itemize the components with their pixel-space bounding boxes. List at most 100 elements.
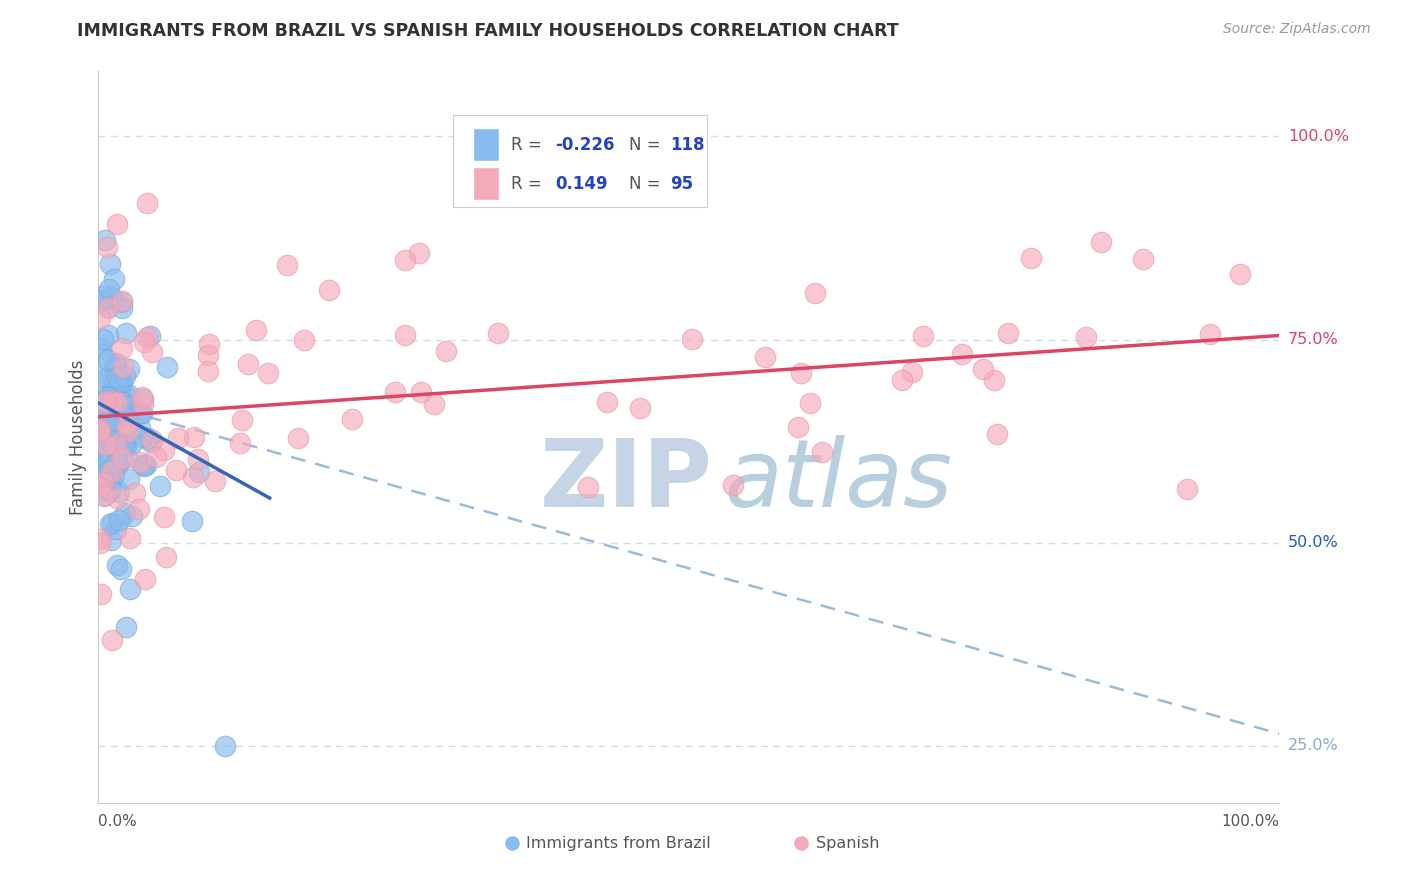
Text: Spanish: Spanish xyxy=(817,836,880,851)
Point xyxy=(434,343,457,358)
Point xyxy=(132,335,155,350)
Point xyxy=(997,326,1019,341)
Point xyxy=(89,311,111,326)
Point xyxy=(89,420,111,434)
Point xyxy=(754,351,776,365)
Point xyxy=(110,301,132,315)
Point xyxy=(105,404,128,418)
Point xyxy=(986,427,1008,442)
Text: 0.149: 0.149 xyxy=(555,175,609,193)
Point xyxy=(97,328,120,343)
Text: 75.0%: 75.0% xyxy=(1288,332,1339,347)
Point xyxy=(155,549,177,564)
Point xyxy=(118,362,141,376)
Point xyxy=(128,454,150,468)
Point xyxy=(103,468,125,483)
Point xyxy=(114,326,136,340)
Point xyxy=(891,373,914,387)
Point xyxy=(214,739,236,753)
Text: Immigrants from Brazil: Immigrants from Brazil xyxy=(526,836,710,851)
Point xyxy=(110,375,132,389)
Point xyxy=(90,479,112,493)
Point xyxy=(117,408,139,422)
Text: N =: N = xyxy=(628,175,661,193)
Point xyxy=(132,397,155,411)
Point xyxy=(103,392,125,406)
Point xyxy=(96,457,118,471)
Point xyxy=(1132,252,1154,266)
Point xyxy=(120,582,142,596)
Point xyxy=(105,491,128,506)
Point xyxy=(103,272,125,286)
Point xyxy=(97,393,120,408)
Text: 100.0%: 100.0% xyxy=(1288,128,1348,144)
Point xyxy=(287,431,309,445)
Point xyxy=(89,401,111,415)
Point xyxy=(94,392,117,407)
Text: 25.0%: 25.0% xyxy=(1288,739,1339,754)
Point xyxy=(197,348,219,362)
Point xyxy=(89,425,111,439)
Point xyxy=(115,425,138,439)
Point xyxy=(104,522,127,536)
Point xyxy=(340,412,363,426)
Point xyxy=(141,434,163,449)
Point xyxy=(204,474,226,488)
Point xyxy=(134,573,156,587)
Point xyxy=(105,558,128,573)
Point xyxy=(107,414,129,428)
Point xyxy=(135,196,157,211)
Point xyxy=(167,431,190,445)
Point xyxy=(110,379,132,393)
Point xyxy=(93,488,115,502)
Point xyxy=(97,450,120,464)
Point xyxy=(292,333,315,347)
Point xyxy=(115,450,138,465)
Point xyxy=(787,420,810,434)
Point xyxy=(91,332,114,346)
Point xyxy=(983,373,1005,387)
Text: R =: R = xyxy=(510,136,541,153)
Point xyxy=(105,356,128,370)
Point xyxy=(422,397,444,411)
Point xyxy=(107,217,129,231)
Point xyxy=(180,514,202,528)
Point xyxy=(276,258,298,272)
Point xyxy=(94,395,117,409)
Point xyxy=(97,353,120,368)
Point xyxy=(1229,267,1251,281)
Point xyxy=(96,240,118,254)
Point xyxy=(411,385,433,400)
Point xyxy=(112,436,135,450)
Point xyxy=(132,459,155,474)
Point xyxy=(135,458,157,473)
Point xyxy=(111,359,134,374)
Point xyxy=(394,252,416,267)
Point xyxy=(107,369,129,384)
Point xyxy=(96,402,118,417)
Point xyxy=(128,421,150,435)
Point xyxy=(117,392,139,406)
Point xyxy=(111,394,134,409)
Point xyxy=(107,409,129,424)
Point xyxy=(98,483,121,498)
Point xyxy=(91,444,114,458)
Point xyxy=(131,406,153,420)
Point xyxy=(183,469,205,483)
Point xyxy=(576,480,599,494)
Point xyxy=(803,285,825,300)
Point xyxy=(97,413,120,427)
Point xyxy=(1090,235,1112,249)
Point xyxy=(131,392,153,407)
Point xyxy=(972,361,994,376)
Point xyxy=(90,587,112,601)
Point xyxy=(132,458,155,473)
Text: Source: ZipAtlas.com: Source: ZipAtlas.com xyxy=(1223,22,1371,37)
Point xyxy=(104,386,127,401)
Point xyxy=(187,465,209,479)
Point xyxy=(118,472,141,486)
Point xyxy=(96,416,118,430)
Point xyxy=(100,451,122,466)
Point xyxy=(256,367,278,381)
Point xyxy=(118,403,141,417)
